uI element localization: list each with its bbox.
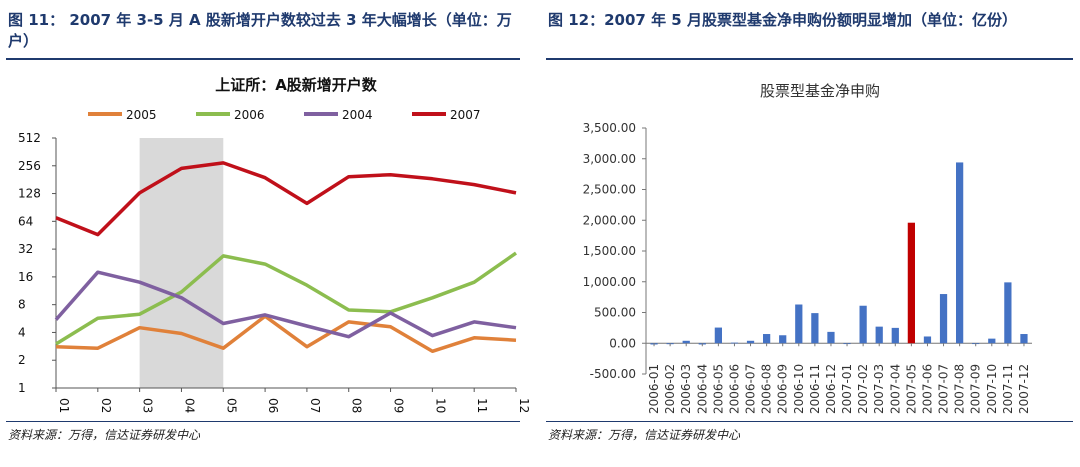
x-tick-label: 2007-11 [1001, 364, 1015, 414]
x-tick-label: 01 [57, 398, 71, 413]
figure-11-header-rule [6, 58, 520, 60]
x-tick-label: 2006-01 [647, 364, 661, 414]
figure-11-source: 资料来源：万得，信达证券研发中心 [8, 428, 201, 442]
x-tick-label: 2007-12 [1017, 364, 1031, 414]
x-tick-label: 2006-11 [808, 364, 822, 414]
x-tick-label: 2006-12 [824, 364, 838, 414]
bar-2007-02 [859, 305, 867, 344]
bar-2007-07 [939, 294, 948, 344]
series-line-2007 [55, 161, 517, 237]
y-tick-label: 500.00 [594, 306, 636, 320]
figure-12-header-rule [546, 58, 1073, 60]
y-tick-label: 2 [18, 353, 26, 367]
bar-2007-12 [1020, 334, 1028, 344]
bar-2006-03 [682, 340, 690, 344]
x-tick-label: 08 [350, 398, 364, 413]
bar-2007-11 [1004, 282, 1012, 344]
x-tick-label: 2006-04 [695, 364, 709, 414]
x-tick-label: 2007-07 [937, 364, 951, 414]
bar-2007-08 [956, 162, 964, 344]
y-tick-label: 0.00 [609, 336, 636, 350]
y-tick-label: 128 [18, 187, 41, 201]
bar-2007-06 [923, 336, 932, 344]
x-tick-label: 2007-09 [969, 364, 983, 414]
series-line-2004 [54, 270, 517, 339]
x-tick-label: 2006-02 [663, 364, 677, 414]
highlight-band [139, 138, 224, 388]
x-tick-label: 2007-01 [840, 364, 854, 414]
bar-2006-05 [714, 327, 722, 344]
figure-12-footer-rule [546, 421, 1073, 422]
x-tick-label: 2006-03 [679, 364, 693, 414]
y-tick-label: 3,500.00 [583, 121, 636, 135]
legend-label-2005: 2005 [126, 108, 157, 122]
x-tick-label: 2006-10 [792, 364, 806, 414]
series-line-2006 [55, 251, 517, 346]
y-tick-label: 3,000.00 [583, 152, 636, 166]
bar-2006-06 [730, 342, 739, 344]
bar-2007-05 [907, 222, 915, 344]
y-tick-label: 1,500.00 [583, 244, 636, 258]
figure-11-footer-rule [6, 421, 520, 422]
x-tick-label: 2007-04 [888, 364, 902, 414]
figure-11-title: 图 11： 2007 年 3-5 月 A 股新增开户数较过去 3 年大幅增长（单… [8, 11, 512, 50]
legend-label-2007: 2007 [450, 108, 481, 122]
bar-2007-04 [891, 327, 899, 344]
x-tick-label: 09 [392, 398, 406, 413]
bar-2006-07 [746, 340, 755, 344]
x-tick-label: 02 [99, 398, 113, 413]
x-tick-label: 2007-06 [920, 364, 934, 414]
x-tick-label: 03 [141, 398, 155, 413]
bar-2006-09 [779, 335, 787, 344]
figure-12-title: 图 12：2007 年 5 月股票型基金净申购份额明显增加（单位：亿份） [548, 11, 1017, 29]
x-tick-label: 10 [433, 398, 447, 413]
y-tick-label: 1 [18, 381, 26, 395]
y-tick-label: 32 [18, 242, 33, 256]
x-tick-label: 07 [308, 398, 322, 413]
bar-2007-03 [875, 326, 883, 344]
y-tick-label: 64 [18, 214, 33, 228]
bar-2006-08 [763, 334, 771, 344]
x-tick-label: 11 [475, 398, 489, 413]
y-tick-label: 16 [18, 270, 33, 284]
bar-2006-12 [827, 331, 835, 344]
x-tick-label: 2006-07 [744, 364, 758, 414]
x-tick-label: 2007-02 [856, 364, 870, 414]
x-tick-label: 04 [182, 398, 196, 413]
x-tick-label: 2006-05 [711, 364, 725, 414]
y-tick-label: 1,000.00 [583, 275, 636, 289]
x-tick-label: 2007-05 [904, 364, 918, 414]
y-tick-label: 2,500.00 [583, 183, 636, 197]
x-tick-label: 2007-08 [953, 364, 967, 414]
y-tick-label: 8 [18, 298, 26, 312]
y-tick-label: 512 [18, 131, 41, 145]
x-tick-label: 2006-08 [760, 364, 774, 414]
series-line-2005 [55, 314, 517, 354]
x-tick-label: 2006-06 [727, 364, 741, 414]
line-chart-title: 上证所：A股新增开户数 [215, 76, 378, 94]
bar-chart: 股票型基金净申购 -500.00 0.00 500.00 1,000.00 1,500.0… [583, 82, 1032, 414]
legend-label-2004: 2004 [342, 108, 373, 122]
x-tick-label: 12 [517, 398, 530, 413]
x-tick-label: 2007-03 [872, 364, 886, 414]
y-tick-label: 256 [18, 159, 41, 173]
y-tick-label: -500.00 [590, 367, 636, 381]
bar-2006-11 [811, 313, 819, 344]
bar-2006-10 [795, 304, 803, 344]
x-tick-label: 2007-10 [985, 364, 999, 414]
y-tick-label: 2,000.00 [583, 213, 636, 227]
x-tick-label: 2006-09 [776, 364, 790, 414]
x-tick-label: 05 [224, 398, 238, 413]
figure-12-source: 资料来源：万得，信达证券研发中心 [548, 428, 741, 442]
x-tick-label: 06 [266, 398, 280, 413]
bar-chart-title: 股票型基金净申购 [760, 82, 880, 100]
bar-2007-10 [988, 338, 996, 344]
legend-label-2006: 2006 [234, 108, 265, 122]
y-tick-label: 4 [18, 325, 26, 339]
